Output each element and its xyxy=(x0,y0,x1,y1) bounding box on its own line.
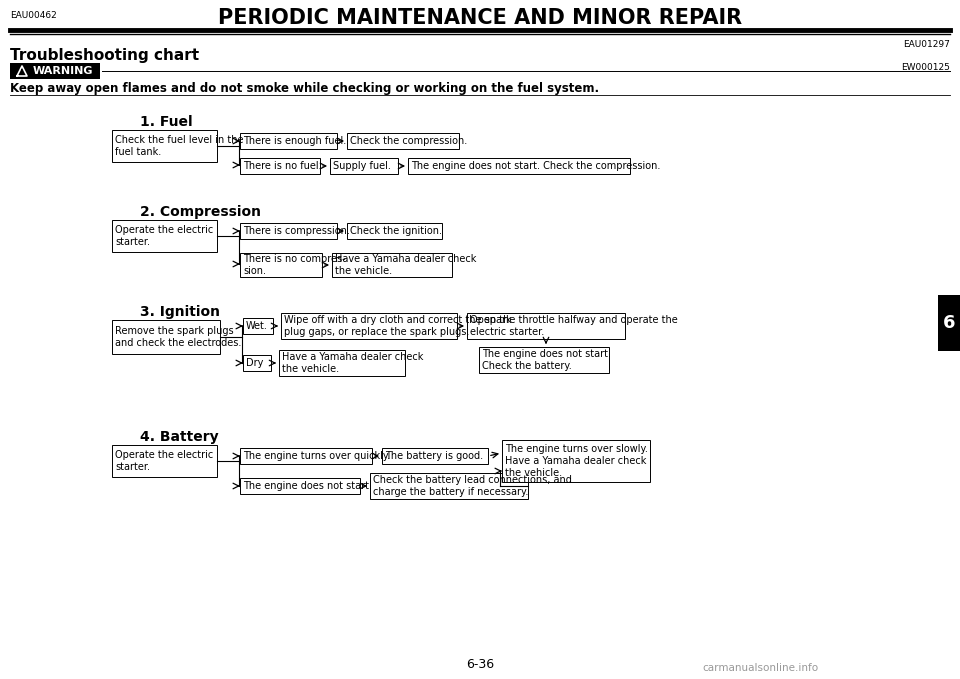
FancyBboxPatch shape xyxy=(112,320,220,354)
FancyBboxPatch shape xyxy=(382,448,488,464)
Text: EW000125: EW000125 xyxy=(901,63,950,72)
Text: The battery is good.: The battery is good. xyxy=(385,451,483,461)
Text: There is no compres-
sion.: There is no compres- sion. xyxy=(243,254,346,276)
FancyBboxPatch shape xyxy=(240,253,322,277)
Text: Check the battery lead connections, and
charge the battery if necessary.: Check the battery lead connections, and … xyxy=(373,475,572,497)
FancyBboxPatch shape xyxy=(112,130,217,162)
Text: Operate the electric
starter.: Operate the electric starter. xyxy=(115,450,213,472)
FancyBboxPatch shape xyxy=(502,440,650,482)
Text: There is enough fuel.: There is enough fuel. xyxy=(243,136,347,146)
Text: EAU00462: EAU00462 xyxy=(10,11,57,20)
FancyBboxPatch shape xyxy=(243,318,273,334)
Text: carmanualsonline.info: carmanualsonline.info xyxy=(702,663,818,673)
Text: Check the ignition.: Check the ignition. xyxy=(350,226,442,236)
Text: The engine does not start.
Check the battery.: The engine does not start. Check the bat… xyxy=(482,349,611,371)
Text: 3. Ignition: 3. Ignition xyxy=(140,305,220,319)
Text: Keep away open flames and do not smoke while checking or working on the fuel sys: Keep away open flames and do not smoke w… xyxy=(10,82,599,95)
FancyBboxPatch shape xyxy=(240,448,372,464)
Text: Remove the spark plugs
and check the electrodes.: Remove the spark plugs and check the ele… xyxy=(115,326,241,348)
Text: Check the compression.: Check the compression. xyxy=(350,136,468,146)
FancyBboxPatch shape xyxy=(408,158,630,174)
Text: The engine turns over quickly.: The engine turns over quickly. xyxy=(243,451,391,461)
Text: Operate the electric
starter.: Operate the electric starter. xyxy=(115,225,213,246)
FancyBboxPatch shape xyxy=(112,220,217,252)
FancyBboxPatch shape xyxy=(479,347,609,373)
Text: Have a Yamaha dealer check
the vehicle.: Have a Yamaha dealer check the vehicle. xyxy=(282,352,423,374)
Text: !: ! xyxy=(20,69,24,75)
FancyBboxPatch shape xyxy=(279,350,405,376)
Text: There is no fuel.: There is no fuel. xyxy=(243,161,322,171)
Text: PERIODIC MAINTENANCE AND MINOR REPAIR: PERIODIC MAINTENANCE AND MINOR REPAIR xyxy=(218,8,742,28)
FancyBboxPatch shape xyxy=(370,473,528,499)
FancyBboxPatch shape xyxy=(10,63,100,79)
Text: Have a Yamaha dealer check
the vehicle.: Have a Yamaha dealer check the vehicle. xyxy=(335,254,476,276)
FancyBboxPatch shape xyxy=(330,158,398,174)
FancyBboxPatch shape xyxy=(240,478,360,494)
FancyBboxPatch shape xyxy=(112,445,217,477)
Text: The engine does not start. Check the compression.: The engine does not start. Check the com… xyxy=(411,161,660,171)
Text: The engine does not start.: The engine does not start. xyxy=(243,481,372,491)
FancyBboxPatch shape xyxy=(240,158,320,174)
Text: The engine turns over slowly.
Have a Yamaha dealer check
the vehicle.: The engine turns over slowly. Have a Yam… xyxy=(505,444,648,477)
Text: Wet.: Wet. xyxy=(246,321,268,331)
Text: Wipe off with a dry cloth and correct the spark
plug gaps, or replace the spark : Wipe off with a dry cloth and correct th… xyxy=(284,315,512,337)
Text: 6-36: 6-36 xyxy=(466,658,494,671)
FancyBboxPatch shape xyxy=(467,313,625,339)
Text: Troubleshooting chart: Troubleshooting chart xyxy=(10,48,199,63)
Text: EAU01297: EAU01297 xyxy=(903,40,950,49)
FancyBboxPatch shape xyxy=(938,295,960,351)
Text: There is compression.: There is compression. xyxy=(243,226,349,236)
Text: 4. Battery: 4. Battery xyxy=(140,430,219,444)
FancyBboxPatch shape xyxy=(347,133,459,149)
Text: 2. Compression: 2. Compression xyxy=(140,205,261,219)
FancyBboxPatch shape xyxy=(243,355,271,371)
Text: Supply fuel.: Supply fuel. xyxy=(333,161,391,171)
Text: WARNING: WARNING xyxy=(33,66,93,76)
Text: Dry: Dry xyxy=(246,358,263,368)
Text: 1. Fuel: 1. Fuel xyxy=(140,115,193,129)
Text: Check the fuel level in the
fuel tank.: Check the fuel level in the fuel tank. xyxy=(115,135,244,157)
FancyBboxPatch shape xyxy=(281,313,457,339)
Text: Open the throttle halfway and operate the
electric starter.: Open the throttle halfway and operate th… xyxy=(470,315,678,337)
Text: 6: 6 xyxy=(943,314,955,332)
FancyBboxPatch shape xyxy=(332,253,452,277)
FancyBboxPatch shape xyxy=(240,223,337,239)
FancyBboxPatch shape xyxy=(240,133,337,149)
FancyBboxPatch shape xyxy=(347,223,442,239)
